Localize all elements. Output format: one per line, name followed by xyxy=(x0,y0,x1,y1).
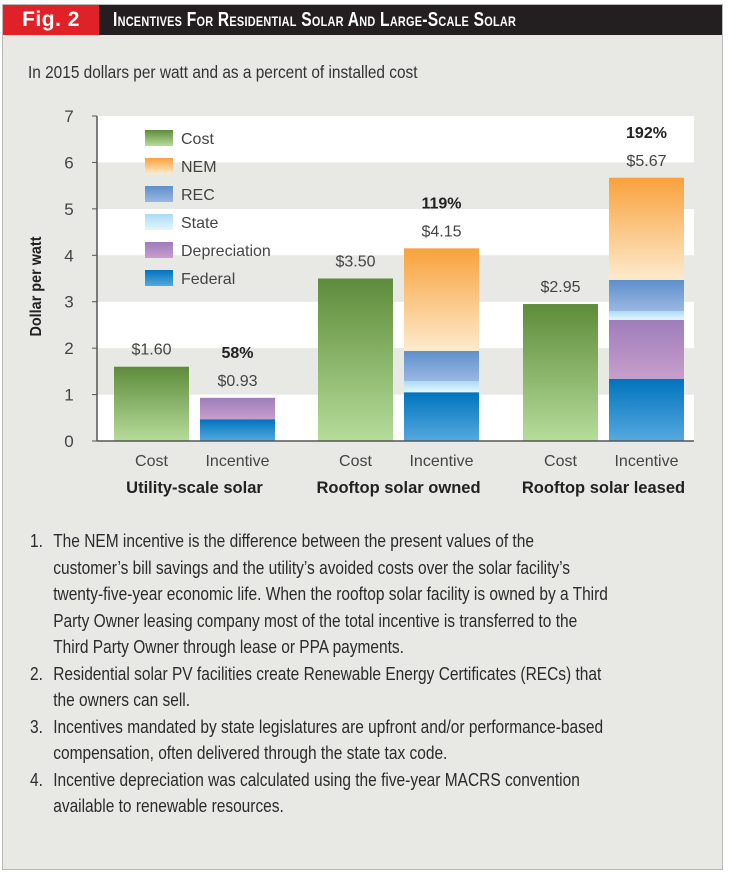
x-tick-label: Incentive xyxy=(614,453,678,470)
legend-swatch-depreciation xyxy=(145,242,173,258)
bar-segment-federal xyxy=(404,392,479,441)
bar-segment-cost xyxy=(318,278,393,441)
legend: Cost NEM REC State Depreciation Federal xyxy=(145,130,271,288)
bar-segment-federal xyxy=(200,419,275,441)
bar-value-label: $3.50 xyxy=(335,254,375,271)
bar-value-label: $4.15 xyxy=(421,223,461,240)
legend-label-cost: Cost xyxy=(181,131,214,148)
bar-segment-federal xyxy=(609,378,684,441)
y-axis-title: Dollar per watt xyxy=(27,236,45,336)
x-tick-label: Incentive xyxy=(205,453,269,470)
bar-segment-cost xyxy=(114,366,189,441)
footnote-line: Third Party Owner through lease or PPA p… xyxy=(53,637,404,657)
bar-segment-state xyxy=(609,311,684,320)
y-tick-label: 6 xyxy=(64,153,73,172)
legend-label-federal: Federal xyxy=(181,271,235,288)
data-labels: $1.60 Cost $0.93 58% Incentive Utility-scale … xyxy=(126,125,685,497)
bar-segment-nem xyxy=(609,177,684,280)
y-tick-label: 0 xyxy=(64,432,73,451)
bar-segment-state xyxy=(404,381,479,393)
footnote-line: twenty-five-year economic life. When the… xyxy=(53,584,608,604)
bar-segment-cost xyxy=(523,304,598,441)
x-tick-label: Incentive xyxy=(409,453,473,470)
grid-band xyxy=(97,301,694,349)
legend-swatch-nem xyxy=(145,158,173,174)
footnote-number: 3. xyxy=(30,716,43,737)
grid-band xyxy=(97,116,694,163)
x-tick-label: Cost xyxy=(135,453,168,470)
figure-number: Fig. 2 xyxy=(3,5,99,35)
footnote-line: Party Owner leasing company most of the … xyxy=(53,610,578,631)
footnote-line: The NEM incentive is the difference betw… xyxy=(53,531,534,551)
x-group-label: Utility-scale solar xyxy=(126,479,263,497)
legend-label-rec: REC xyxy=(181,187,215,204)
footnote-line: customer’s bill savings and the utility’… xyxy=(53,557,571,578)
footnote-number: 2. xyxy=(30,663,43,684)
footnote-item: 1. The NEM incentive is the difference be… xyxy=(30,528,608,661)
legend-swatch-rec xyxy=(145,186,173,202)
legend-swatch-state xyxy=(145,214,173,230)
bar-segment-depreciation xyxy=(200,397,275,420)
y-tick-label: 1 xyxy=(64,386,73,405)
legend-label-depreciation: Depreciation xyxy=(181,243,271,260)
footnote-line: Residential solar PV facilities create R… xyxy=(53,663,602,684)
footnote-line: the owners can sell. xyxy=(53,690,191,710)
footnote-number: 1. xyxy=(30,531,43,551)
figure-title: Incentives For Residential Solar And Lar… xyxy=(113,9,517,31)
bar-segment-rec xyxy=(609,279,684,311)
bar-segment-depreciation xyxy=(609,319,684,379)
y-tick-label: 4 xyxy=(64,246,73,265)
footnote-line: Incentive depreciation was calculated us… xyxy=(53,769,580,790)
grid-band xyxy=(97,208,694,256)
legend-swatch-cost xyxy=(145,130,173,146)
grid-band xyxy=(97,162,694,209)
bar-percent-label: 119% xyxy=(421,195,461,212)
bar-value-label: $1.60 xyxy=(131,342,171,359)
x-group-label: Rooftop solar leased xyxy=(522,479,685,497)
x-group-label: Rooftop solar owned xyxy=(316,479,480,497)
y-tick-label: 5 xyxy=(64,200,73,219)
bar-value-label: $2.95 xyxy=(540,279,580,296)
x-tick-label: Cost xyxy=(544,453,577,470)
footnote-item: 3. Incentives mandated by state legislatu… xyxy=(30,714,604,767)
axes: 0 1 2 3 4 5 6 7 Dollar per watt xyxy=(27,107,694,451)
bar-segment-rec xyxy=(404,350,479,382)
x-tick-label: Cost xyxy=(339,453,372,470)
footnote-line: available to renewable resources. xyxy=(53,796,284,816)
grid-band xyxy=(97,255,694,302)
bar-percent-label: 58% xyxy=(221,345,253,362)
bar-segment-nem xyxy=(404,248,479,351)
y-tick-label: 2 xyxy=(64,339,73,358)
bar-value-label: $0.93 xyxy=(217,373,257,390)
footnote-item: 2. Residential solar PV facilities create… xyxy=(30,661,602,714)
bars xyxy=(114,177,684,441)
legend-label-state: State xyxy=(181,215,218,232)
footnote-line: compensation, often delivered through th… xyxy=(53,743,448,763)
figure-header: Fig. 2 Incentives For Residential Solar … xyxy=(3,5,722,35)
footnote-number: 4. xyxy=(30,769,43,790)
chart-subtitle: In 2015 dollars per watt and as a percen… xyxy=(28,62,418,82)
footnote-line: Incentives mandated by state legislature… xyxy=(53,716,604,737)
legend-label-nem: NEM xyxy=(181,159,217,176)
y-tick-label: 7 xyxy=(64,107,73,126)
bar-chart: 0 1 2 3 4 5 6 7 Dollar per watt $1.60 Cost $0.93 58… xyxy=(27,107,694,497)
legend-swatch-federal xyxy=(145,270,173,286)
footnotes: 1. The NEM incentive is the difference be… xyxy=(30,528,670,820)
y-tick-label: 3 xyxy=(64,293,73,312)
bar-percent-label: 192% xyxy=(626,125,667,142)
bar-value-label: $5.67 xyxy=(626,153,666,170)
footnote-item: 4. Incentive depreciation was calculated … xyxy=(30,767,580,820)
